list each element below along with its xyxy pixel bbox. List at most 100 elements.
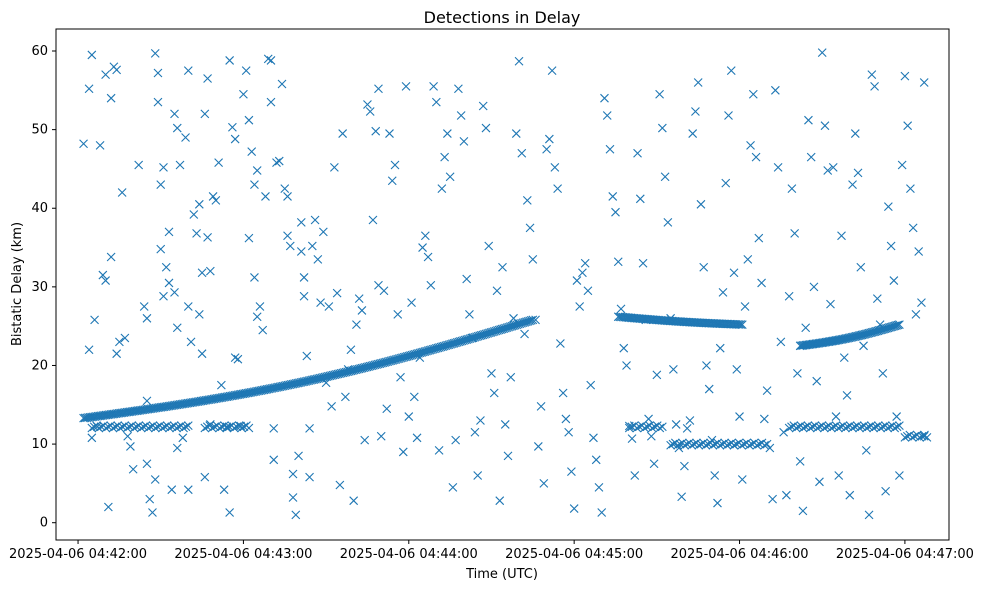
detection-point — [172, 443, 182, 453]
band-detection-point — [729, 440, 739, 450]
detection-point — [219, 485, 229, 495]
detection-point — [274, 156, 284, 166]
detection-point — [341, 392, 350, 402]
detection-point — [335, 480, 345, 490]
detection-point — [850, 129, 860, 138]
detection-point — [646, 431, 656, 441]
detection-point — [542, 144, 551, 154]
detection-point — [142, 459, 152, 469]
detection-point — [735, 412, 744, 421]
detection-point — [115, 337, 124, 347]
band-detection-point — [900, 433, 910, 442]
band-detection-point — [848, 423, 857, 433]
detection-point — [729, 268, 739, 278]
band-detection-point — [784, 423, 794, 433]
detection-point — [671, 420, 681, 429]
track-detection-point — [513, 319, 523, 329]
detection-point — [87, 50, 97, 60]
detection-point — [754, 233, 764, 243]
detection-point — [106, 252, 116, 262]
x-axis-label: Time (UTC) — [465, 567, 538, 582]
band-detection-point — [624, 423, 634, 433]
detection-point — [156, 244, 166, 254]
band-detection-point — [819, 423, 829, 433]
detection-point — [779, 427, 789, 437]
band-detection-point — [890, 423, 900, 433]
detection-point — [316, 298, 325, 307]
detection-point — [680, 461, 689, 471]
detection-point — [126, 442, 135, 451]
detection-point — [889, 276, 899, 285]
band-detection-point — [627, 422, 637, 432]
detection-point — [412, 433, 422, 443]
detection-point — [864, 510, 874, 520]
track-detection-point — [399, 352, 409, 362]
track-detection-point — [438, 342, 448, 351]
band-detection-point — [143, 423, 153, 433]
track-detection-point — [409, 350, 419, 360]
detection-point — [294, 451, 303, 461]
track-detection-point — [433, 343, 443, 353]
detection-point — [382, 404, 392, 414]
track-detection-point — [444, 340, 454, 350]
detection-point — [743, 254, 753, 264]
detection-point — [150, 48, 160, 58]
track-detection-point — [515, 319, 525, 329]
detection-point — [172, 323, 182, 333]
detection-point — [770, 85, 780, 95]
band-detection-point — [708, 440, 718, 450]
track-detection-point — [446, 339, 456, 349]
detection-point — [611, 207, 620, 217]
band-detection-point — [237, 423, 246, 433]
track-detection-point — [525, 316, 534, 326]
track-detection-point — [443, 340, 452, 350]
detection-point — [145, 494, 155, 504]
track-detection-point — [499, 324, 509, 333]
detection-point — [216, 380, 226, 390]
detection-point — [878, 368, 888, 378]
detection-point — [445, 172, 455, 182]
detection-point — [616, 304, 626, 314]
detection-point — [390, 160, 400, 170]
detection-point — [192, 229, 201, 238]
track-detection-point — [734, 320, 744, 329]
detection-point — [161, 262, 171, 272]
detection-point — [247, 147, 257, 157]
detection-point — [853, 168, 863, 178]
x-tick-label: 2025-04-06 04:42:00 — [9, 547, 147, 562]
detection-point — [84, 345, 94, 355]
detection-point — [112, 65, 122, 75]
track-detection-point — [394, 354, 404, 363]
detection-point — [170, 109, 179, 119]
detection-point — [768, 494, 777, 504]
detection-point — [737, 475, 747, 484]
track-detection-point — [410, 349, 420, 359]
detection-point — [655, 89, 664, 99]
track-detection-point — [468, 333, 478, 343]
detection-point — [580, 258, 590, 268]
detection-point — [721, 178, 731, 188]
detection-point — [536, 401, 546, 411]
detection-point — [903, 121, 913, 131]
detection-point — [473, 471, 483, 480]
detection-point — [517, 148, 527, 158]
detection-point — [746, 140, 755, 150]
detection-point — [261, 192, 270, 201]
x-tick-label: 2025-04-06 04:47:00 — [836, 547, 974, 562]
detection-point — [569, 504, 579, 513]
track-detection-point — [402, 352, 412, 361]
detection-point — [688, 129, 698, 138]
band-detection-point — [744, 440, 754, 450]
track-detection-point — [504, 322, 514, 332]
detection-point — [357, 306, 367, 315]
band-detection-point — [883, 423, 893, 433]
detection-point — [528, 254, 538, 264]
detection-point — [544, 134, 554, 144]
x-tick-label: 2025-04-06 04:43:00 — [174, 547, 312, 562]
detection-point — [208, 192, 218, 201]
detection-point — [478, 101, 488, 111]
detection-point — [583, 286, 593, 296]
detection-point — [652, 370, 662, 380]
x-tick-label: 2025-04-06 04:44:00 — [340, 547, 478, 562]
detection-point — [809, 282, 819, 292]
